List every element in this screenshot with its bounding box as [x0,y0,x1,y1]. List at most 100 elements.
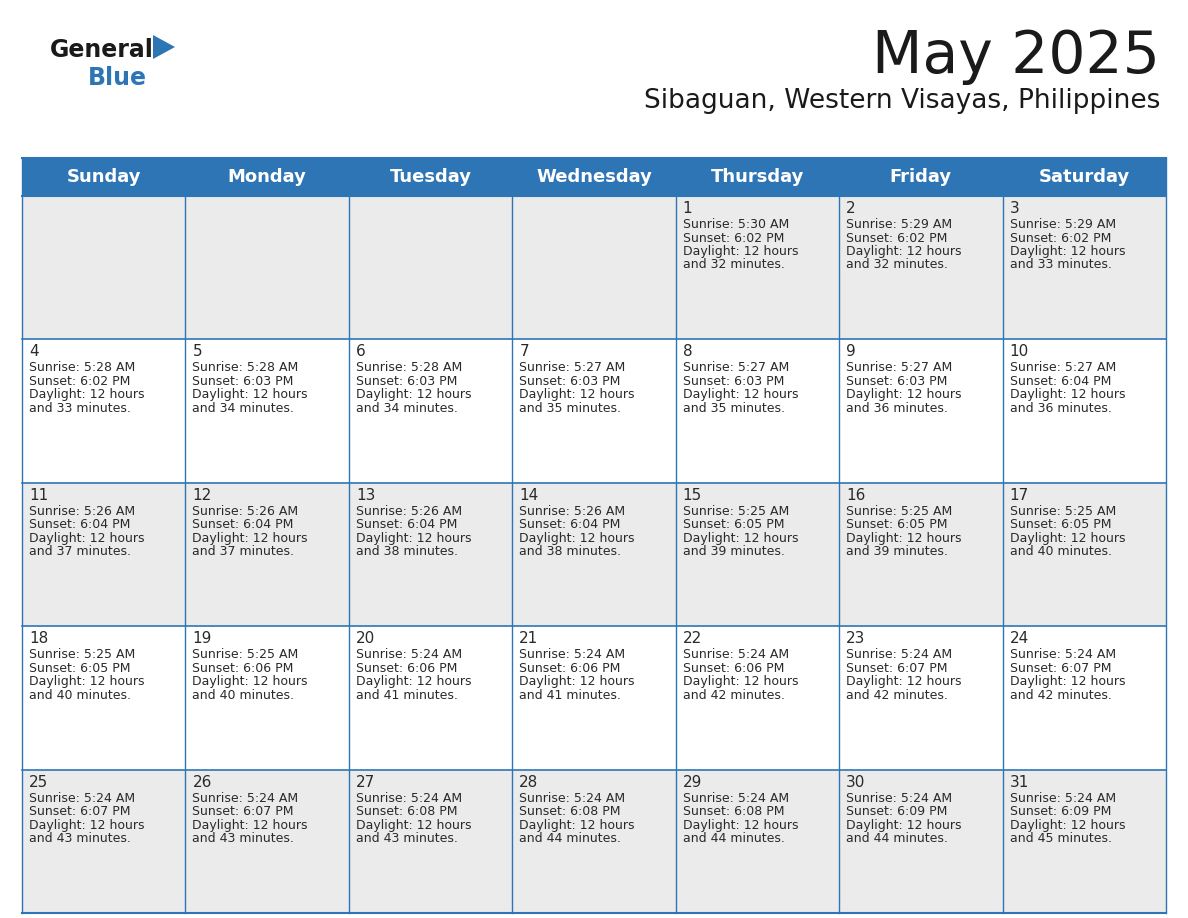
Text: Thursday: Thursday [710,168,804,186]
Text: 23: 23 [846,632,866,646]
Text: Sunrise: 5:28 AM: Sunrise: 5:28 AM [192,362,298,375]
Text: Daylight: 12 hours: Daylight: 12 hours [356,532,472,544]
Text: 3: 3 [1010,201,1019,216]
Text: and 38 minutes.: and 38 minutes. [356,545,457,558]
Text: Sunset: 6:02 PM: Sunset: 6:02 PM [1010,231,1111,244]
Text: Sunset: 6:07 PM: Sunset: 6:07 PM [29,805,131,818]
Text: and 32 minutes.: and 32 minutes. [846,259,948,272]
Text: Saturday: Saturday [1038,168,1130,186]
Text: 9: 9 [846,344,855,360]
Text: 6: 6 [356,344,366,360]
Text: Daylight: 12 hours: Daylight: 12 hours [846,532,961,544]
Text: Sunrise: 5:24 AM: Sunrise: 5:24 AM [683,648,789,661]
Text: Sunset: 6:06 PM: Sunset: 6:06 PM [356,662,457,675]
Text: Sunrise: 5:24 AM: Sunrise: 5:24 AM [1010,648,1116,661]
Text: and 40 minutes.: and 40 minutes. [192,688,295,701]
Text: and 43 minutes.: and 43 minutes. [356,832,457,845]
Text: Sunrise: 5:26 AM: Sunrise: 5:26 AM [519,505,625,518]
Text: 29: 29 [683,775,702,789]
Text: Sunrise: 5:29 AM: Sunrise: 5:29 AM [846,218,953,231]
Text: 12: 12 [192,487,211,503]
Text: and 36 minutes.: and 36 minutes. [1010,402,1112,415]
Text: and 36 minutes.: and 36 minutes. [846,402,948,415]
Text: 5: 5 [192,344,202,360]
Text: Sunrise: 5:27 AM: Sunrise: 5:27 AM [519,362,626,375]
Text: Daylight: 12 hours: Daylight: 12 hours [683,388,798,401]
Text: 27: 27 [356,775,375,789]
Text: and 34 minutes.: and 34 minutes. [356,402,457,415]
Text: Daylight: 12 hours: Daylight: 12 hours [846,388,961,401]
Text: 28: 28 [519,775,538,789]
Text: Sunset: 6:04 PM: Sunset: 6:04 PM [1010,375,1111,388]
Text: and 42 minutes.: and 42 minutes. [846,688,948,701]
Text: and 39 minutes.: and 39 minutes. [846,545,948,558]
Text: Daylight: 12 hours: Daylight: 12 hours [846,676,961,688]
Text: 10: 10 [1010,344,1029,360]
Text: Sunset: 6:07 PM: Sunset: 6:07 PM [846,662,948,675]
Text: Daylight: 12 hours: Daylight: 12 hours [683,819,798,832]
Text: 8: 8 [683,344,693,360]
Text: and 37 minutes.: and 37 minutes. [192,545,295,558]
Text: Sunrise: 5:28 AM: Sunrise: 5:28 AM [29,362,135,375]
Text: 17: 17 [1010,487,1029,503]
Text: Sunset: 6:07 PM: Sunset: 6:07 PM [1010,662,1111,675]
Text: Daylight: 12 hours: Daylight: 12 hours [519,388,634,401]
Text: Sibaguan, Western Visayas, Philippines: Sibaguan, Western Visayas, Philippines [644,88,1159,114]
Text: Daylight: 12 hours: Daylight: 12 hours [356,676,472,688]
Text: Sunrise: 5:24 AM: Sunrise: 5:24 AM [356,791,462,804]
Text: Sunrise: 5:27 AM: Sunrise: 5:27 AM [683,362,789,375]
Text: and 44 minutes.: and 44 minutes. [683,832,784,845]
Text: Sunrise: 5:25 AM: Sunrise: 5:25 AM [29,648,135,661]
Text: Sunrise: 5:24 AM: Sunrise: 5:24 AM [192,791,298,804]
Text: Sunrise: 5:26 AM: Sunrise: 5:26 AM [356,505,462,518]
Text: Sunrise: 5:26 AM: Sunrise: 5:26 AM [192,505,298,518]
Text: and 33 minutes.: and 33 minutes. [1010,259,1112,272]
Bar [23,769,1165,913]
Text: Sunrise: 5:25 AM: Sunrise: 5:25 AM [683,505,789,518]
Bar [23,158,1165,196]
Text: and 40 minutes.: and 40 minutes. [1010,545,1112,558]
Text: and 42 minutes.: and 42 minutes. [1010,688,1112,701]
Text: Friday: Friday [890,168,952,186]
Text: Daylight: 12 hours: Daylight: 12 hours [683,245,798,258]
Text: Sunset: 6:03 PM: Sunset: 6:03 PM [683,375,784,388]
Text: Daylight: 12 hours: Daylight: 12 hours [192,532,308,544]
Text: Daylight: 12 hours: Daylight: 12 hours [846,245,961,258]
Text: 25: 25 [29,775,49,789]
Text: Sunset: 6:04 PM: Sunset: 6:04 PM [192,519,293,532]
Text: Daylight: 12 hours: Daylight: 12 hours [192,819,308,832]
Text: Sunset: 6:07 PM: Sunset: 6:07 PM [192,805,293,818]
Polygon shape [153,35,175,59]
Text: 15: 15 [683,487,702,503]
Text: 20: 20 [356,632,375,646]
Text: 7: 7 [519,344,529,360]
Text: Sunset: 6:03 PM: Sunset: 6:03 PM [846,375,948,388]
Text: Sunrise: 5:24 AM: Sunrise: 5:24 AM [29,791,135,804]
Text: Sunrise: 5:25 AM: Sunrise: 5:25 AM [192,648,298,661]
Text: Sunset: 6:02 PM: Sunset: 6:02 PM [683,231,784,244]
Text: Sunrise: 5:25 AM: Sunrise: 5:25 AM [1010,505,1116,518]
Text: and 41 minutes.: and 41 minutes. [519,688,621,701]
Text: 31: 31 [1010,775,1029,789]
Text: Daylight: 12 hours: Daylight: 12 hours [192,676,308,688]
Text: Sunset: 6:03 PM: Sunset: 6:03 PM [192,375,293,388]
Text: Sunset: 6:08 PM: Sunset: 6:08 PM [356,805,457,818]
Text: Sunset: 6:08 PM: Sunset: 6:08 PM [683,805,784,818]
Text: Sunrise: 5:24 AM: Sunrise: 5:24 AM [519,791,625,804]
Text: and 44 minutes.: and 44 minutes. [519,832,621,845]
Text: Daylight: 12 hours: Daylight: 12 hours [29,819,145,832]
Text: and 44 minutes.: and 44 minutes. [846,832,948,845]
Text: Sunset: 6:06 PM: Sunset: 6:06 PM [683,662,784,675]
Text: and 43 minutes.: and 43 minutes. [192,832,295,845]
Text: 14: 14 [519,487,538,503]
Text: Sunrise: 5:24 AM: Sunrise: 5:24 AM [846,648,953,661]
Text: and 43 minutes.: and 43 minutes. [29,832,131,845]
Text: Wednesday: Wednesday [536,168,652,186]
Bar [23,196,1165,340]
Text: Sunset: 6:09 PM: Sunset: 6:09 PM [1010,805,1111,818]
Text: Sunset: 6:04 PM: Sunset: 6:04 PM [29,519,131,532]
Text: Daylight: 12 hours: Daylight: 12 hours [29,676,145,688]
Text: Daylight: 12 hours: Daylight: 12 hours [192,388,308,401]
Text: and 41 minutes.: and 41 minutes. [356,688,457,701]
Bar [23,626,1165,769]
